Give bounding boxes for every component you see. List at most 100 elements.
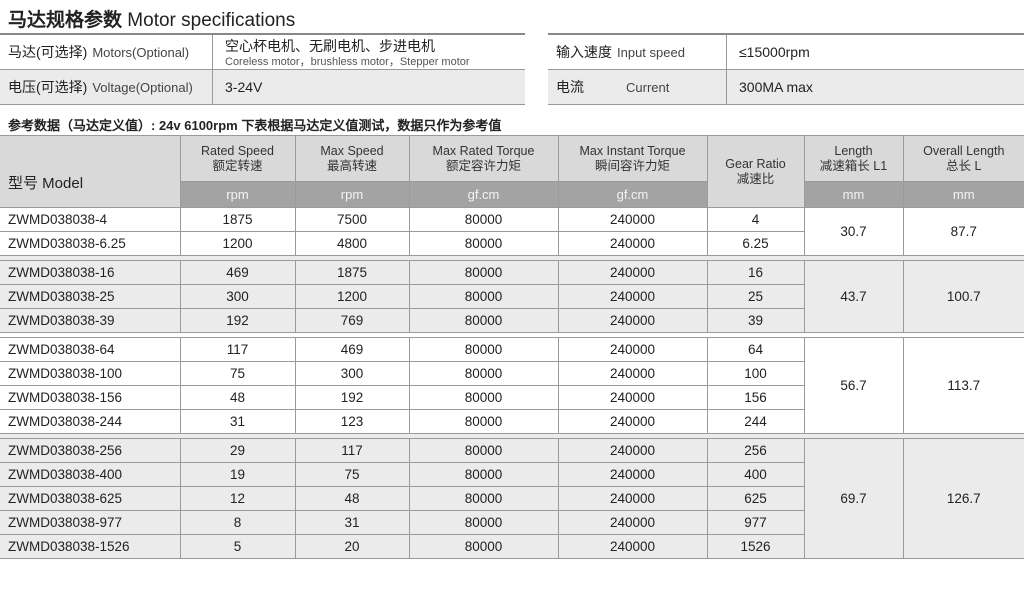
cell-overall-length: 113.7 [902,337,1024,434]
cell-max-speed: 4800 [294,231,410,256]
unit: mm [902,181,1024,208]
cell-model: ZWMD038038-6.25 [0,231,181,256]
cell-max-instant-torque: 240000 [557,308,708,333]
cell-max-instant-torque: 240000 [557,260,708,285]
cell-max-speed: 123 [294,409,410,434]
table-row: ZWMD038038-100 75 300 80000 240000 100 [0,361,1024,386]
cell-model: ZWMD038038-39 [0,308,181,333]
page-title: 马达规格参数 Motor specifications [8,5,295,32]
spec-table-right: 输入速度 Input speed ≤15000rpm 电流 Current 300M… [548,33,1024,105]
value: 300MA max [739,79,813,95]
cell-max-rated-torque: 80000 [408,231,559,256]
cell-model: ZWMD038038-4 [0,207,181,232]
unit: gf.cm [557,181,708,208]
label-en: Current [626,79,670,95]
cell-rated-speed: 1200 [179,231,296,256]
row-group: ZWMD038038-16 469 1875 80000 240000 16 43.7 100… [0,255,1024,333]
spec-value: ≤15000rpm [727,35,810,69]
cell-max-rated-torque: 80000 [408,284,559,309]
cell-gear-ratio: 25 [706,284,804,309]
cell-model: ZWMD038038-25 [0,284,181,309]
table-row: ZWMD038038-256 29 117 80000 240000 256 69.7 126… [0,438,1024,559]
cell-gear-ratio: 244 [706,409,804,434]
spec-row-voltage: 电压(可选择) Voltage(Optional) 3-24V [0,70,525,105]
cell-max-instant-torque: 240000 [557,337,708,362]
cell-max-rated-torque: 80000 [408,438,559,463]
cell-overall-length: 87.7 [902,207,1024,256]
cell-max-rated-torque: 80000 [408,534,559,559]
cell-overall-length: 100.7 [902,260,1024,333]
cell-rated-speed: 75 [179,361,296,386]
cell-gear-ratio: 256 [706,438,805,463]
unit: rpm [180,181,296,208]
cell-max-rated-torque: 80000 [408,510,559,535]
cell-rated-speed: 117 [179,337,296,362]
table-row: ZWMD038038-1526 5 20 80000 240000 1526 [0,534,1024,559]
row-group: ZWMD038038-4 1875 7500 80000 240000 4 30.7 87.7… [0,207,1024,256]
cell-length: 56.7 [803,337,904,434]
header-row: 型号 Model Rated Speed 额定转速 Max Speed 最高转速 M… [0,135,1024,208]
cell-max-instant-torque: 240000 [557,385,708,410]
table-row: ZWMD038038-39 192 769 80000 240000 39 [0,308,1024,333]
row-group: ZWMD038038-64 117 469 80000 240000 64 56.7 113.… [0,332,1024,434]
cell-max-speed: 192 [294,385,410,410]
header-max-instant-torque: Max Instant Torque 瞬间容许力矩 [557,135,708,182]
table-row: ZWMD038038-4 1875 7500 80000 240000 4 30.7 87.7 [0,207,1024,256]
label-cn: 电压(可选择) [8,79,88,95]
cell-length: 30.7 [803,207,904,256]
cell-max-speed: 469 [294,337,410,362]
cell-gear-ratio: 156 [706,385,804,410]
cell-max-speed: 31 [294,510,410,535]
cell-gear-ratio: 64 [706,337,805,362]
cell-max-rated-torque: 80000 [408,260,559,285]
spec-label: 输入速度 Input speed [548,35,727,69]
header-overall-length: Overall Length 总长 L [902,135,1024,182]
cell-max-rated-torque: 80000 [408,462,559,487]
cell-max-speed: 20 [294,534,410,559]
table-row: ZWMD038038-625 12 48 80000 240000 625 [0,486,1024,511]
spec-label: 电压(可选择) Voltage(Optional) [0,70,213,104]
cell-rated-speed: 1875 [179,207,296,232]
label-en: Voltage(Optional) [92,79,193,95]
cell-max-rated-torque: 80000 [408,409,559,434]
cell-max-speed: 117 [294,438,410,463]
cell-max-rated-torque: 80000 [408,337,559,362]
header-max-speed: Max Speed 最高转速 [294,135,410,182]
value: 3-24V [225,79,263,95]
table-row: ZWMD038038-25 300 1200 80000 240000 25 [0,284,1024,309]
spec-row-input-speed: 输入速度 Input speed ≤15000rpm [548,35,1024,70]
value: ≤15000rpm [739,44,810,60]
cell-max-speed: 769 [294,308,410,333]
header-rated-speed: Rated Speed 额定转速 [179,135,296,182]
cell-rated-speed: 300 [179,284,296,309]
table-row: ZWMD038038-16 469 1875 80000 240000 16 43.7 100… [0,260,1024,333]
specs-table: 型号 Model Rated Speed 额定转速 Max Speed 最高转速 M… [0,135,1024,559]
cell-model: ZWMD038038-244 [0,409,181,434]
cell-max-rated-torque: 80000 [408,207,559,232]
spec-value: 300MA max [727,70,813,104]
cell-model: ZWMD038038-400 [0,462,181,487]
row-group: ZWMD038038-256 29 117 80000 240000 256 69.7 126… [0,433,1024,559]
cell-max-speed: 7500 [294,207,410,232]
cell-max-instant-torque: 240000 [557,231,708,256]
cell-max-instant-torque: 240000 [557,462,708,487]
spec-table-left: 马达(可选择) Motors(Optional) 空心杯电机、无刷电机、步进电机 C… [0,33,525,105]
table-row: ZWMD038038-977 8 31 80000 240000 977 [0,510,1024,535]
cell-model: ZWMD038038-156 [0,385,181,410]
cell-model: ZWMD038038-64 [0,337,181,362]
cell-max-instant-torque: 240000 [557,409,708,434]
header-model: 型号 Model [0,135,181,208]
cell-model: ZWMD038038-16 [0,260,181,285]
cell-max-speed: 1200 [294,284,410,309]
cell-overall-length: 126.7 [902,438,1024,559]
cell-gear-ratio: 625 [706,486,804,511]
table-row: ZWMD038038-64 117 469 80000 240000 64 56.7 113.… [0,337,1024,434]
table-row: ZWMD038038-6.25 1200 4800 80000 240000 6.25 [0,231,1024,256]
spec-value: 空心杯电机、无刷电机、步进电机 Coreless motor，brushless … [213,35,470,69]
cell-max-rated-torque: 80000 [408,308,559,333]
cell-gear-ratio: 100 [706,361,804,386]
header-gear-ratio: Gear Ratio 减速比 [706,135,805,208]
label-cn: 电流 [556,79,584,95]
value-en: Coreless motor，brushless motor，Stepper m… [225,56,470,68]
cell-gear-ratio: 400 [706,462,804,487]
